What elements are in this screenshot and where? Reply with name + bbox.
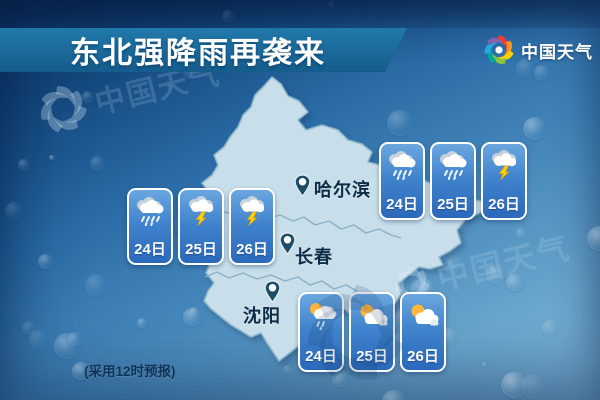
rain-icon (132, 196, 168, 226)
forecast-card: 26日 (229, 188, 275, 265)
forecast-card: 26日 (400, 292, 446, 372)
brand-name: 中国天气 (521, 42, 593, 62)
partly-cloudy-icon (354, 300, 390, 330)
city-label-changchun: 长春 (295, 247, 333, 267)
forecast-date: 26日 (236, 241, 268, 258)
map-pin-shenyang-icon (264, 280, 281, 303)
thunderstorm-icon (234, 196, 270, 226)
thunderstorm-icon (183, 196, 219, 226)
forecast-date: 24日 (386, 196, 418, 213)
partly-cloudy-icon (405, 300, 441, 330)
map-pin-changchun-icon (279, 232, 296, 255)
city-label-harbin: 哈尔滨 (314, 180, 371, 200)
brand-logo: 中国天气 (482, 33, 593, 67)
forecast-card: 25日 (349, 292, 395, 372)
province-border-south (204, 271, 358, 292)
top-dark-band (0, 0, 600, 28)
forecast-date: 25日 (437, 196, 469, 213)
forecast-panel-west: 24日 25日 26日 (127, 188, 275, 265)
forecast-date: 25日 (185, 241, 217, 258)
forecast-card: 24日 (298, 292, 344, 372)
forecast-card: 26日 (481, 142, 527, 220)
forecast-date: 25日 (356, 348, 388, 365)
headline-title: 东北强降雨再袭来 (70, 37, 326, 70)
forecast-card: 25日 (178, 188, 224, 265)
headline-banner: 东北强降雨再袭来 (0, 28, 407, 72)
forecast-date: 26日 (407, 348, 439, 365)
rain-icon (435, 150, 471, 180)
map-pin-harbin-icon (294, 174, 311, 197)
forecast-date: 24日 (305, 348, 337, 365)
thunderstorm-icon (486, 150, 522, 180)
forecast-panel-harbin: 24日 25日 26日 (379, 142, 527, 220)
forecast-footnote: (采用12时预报) (84, 364, 176, 379)
city-label-shenyang: 沈阳 (243, 306, 281, 326)
forecast-date: 24日 (134, 241, 166, 258)
rain-icon (384, 150, 420, 180)
forecast-card: 24日 (379, 142, 425, 220)
forecast-card: 25日 (430, 142, 476, 220)
pinwheel-logo-icon (484, 35, 514, 64)
shower-sun-icon (303, 300, 339, 331)
forecast-card: 24日 (127, 188, 173, 265)
forecast-panel-shenyang: 24日 25日 26日 (298, 292, 446, 372)
forecast-date: 26日 (488, 196, 520, 213)
